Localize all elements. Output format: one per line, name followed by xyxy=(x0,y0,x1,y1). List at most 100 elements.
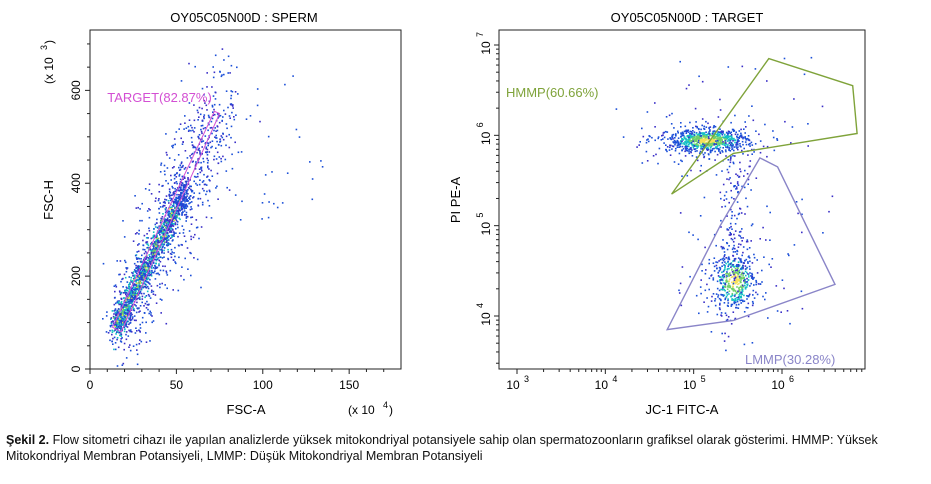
sperm-event-dot xyxy=(227,55,230,58)
sperm-event-dot xyxy=(164,265,166,268)
sperm-event-dot xyxy=(159,206,162,208)
target-event-dot xyxy=(713,135,716,137)
target-event-dot xyxy=(721,275,724,278)
target-event-dot xyxy=(678,289,680,292)
target-event-dot xyxy=(734,290,737,292)
sperm-event-dot xyxy=(221,136,224,139)
target-event-dot xyxy=(680,126,682,128)
target-event-dot xyxy=(725,150,727,153)
target-event-dot xyxy=(697,141,700,144)
sperm-event-dot xyxy=(218,156,221,158)
target-event-dot xyxy=(651,136,653,139)
sperm-event-dot xyxy=(138,275,141,277)
sperm-event-dot xyxy=(239,219,242,221)
sperm-event-dot xyxy=(208,123,210,126)
sperm-event-dot xyxy=(188,129,190,132)
sperm-event-dot xyxy=(135,264,137,267)
target-event-dot xyxy=(734,133,737,136)
sperm-event-dot xyxy=(240,151,243,153)
target-event-dot xyxy=(732,264,734,266)
target-event-dot xyxy=(743,311,746,313)
sperm-event-dot xyxy=(115,326,117,329)
target-event-dot xyxy=(721,262,724,264)
x-tick-label: 150 xyxy=(339,378,359,392)
target-event-dot xyxy=(742,277,744,280)
sperm-event-dot xyxy=(205,146,208,149)
target-event-dot xyxy=(736,187,738,190)
sperm-event-dot xyxy=(147,265,149,268)
sperm-event-dot xyxy=(169,227,171,229)
target-event-dot xyxy=(790,142,792,144)
target-event-dot xyxy=(673,161,676,163)
sperm-event-dot xyxy=(170,179,172,181)
target-event-dot xyxy=(672,141,674,143)
target-event-dot xyxy=(729,234,732,236)
svg-text:6: 6 xyxy=(475,122,485,127)
target-event-dot xyxy=(699,170,702,172)
sperm-event-dot xyxy=(145,280,148,283)
sperm-event-dot xyxy=(152,243,155,245)
target-event-dot xyxy=(715,147,717,149)
target-event-dot xyxy=(735,188,737,190)
sperm-event-dot xyxy=(209,127,212,129)
sperm-event-dot xyxy=(140,288,143,290)
y-tick-label: 0 xyxy=(69,365,83,372)
target-event-dot xyxy=(690,142,693,144)
sperm-event-dot xyxy=(149,258,151,260)
sperm-event-dot xyxy=(110,324,113,326)
target-event-dot xyxy=(701,270,703,272)
sperm-event-dot xyxy=(206,142,209,144)
sperm-event-dot xyxy=(105,315,108,317)
target-event-dot xyxy=(712,277,715,279)
target-event-dot xyxy=(737,191,739,193)
target-event-dot xyxy=(769,211,771,214)
sperm-event-dot xyxy=(130,305,133,307)
target-event-dot xyxy=(738,243,740,245)
sperm-event-dot xyxy=(158,198,160,200)
sperm-event-dot xyxy=(276,206,279,209)
sperm-event-dot xyxy=(165,195,168,197)
target-event-dot xyxy=(723,251,726,253)
target-event-dot xyxy=(646,139,648,141)
target-event-dot xyxy=(735,282,737,285)
target-event-dot xyxy=(682,134,685,137)
sperm-event-dot xyxy=(160,237,163,240)
sperm-event-dot xyxy=(148,208,150,210)
sperm-event-dot xyxy=(128,302,130,305)
sperm-event-dot xyxy=(129,313,131,315)
sperm-event-dot xyxy=(129,330,131,333)
target-event-dot xyxy=(687,143,690,146)
target-event-dot xyxy=(801,213,803,216)
sperm-event-dot xyxy=(122,306,124,309)
sperm-event-dot xyxy=(147,237,149,239)
target-event-dot xyxy=(713,233,716,236)
sperm-event-dot xyxy=(117,323,119,326)
target-event-dot xyxy=(734,297,737,300)
sperm-event-dot xyxy=(139,296,141,298)
target-event-dot xyxy=(727,316,730,318)
target-event-dot xyxy=(746,281,749,283)
target-event-dot xyxy=(732,241,735,243)
target-event-dot xyxy=(736,143,739,145)
sperm-event-dot xyxy=(140,289,143,291)
sperm-event-dot xyxy=(120,338,122,340)
sperm-event-dot xyxy=(159,230,161,233)
target-event-dot xyxy=(699,135,702,137)
sperm-event-dot xyxy=(198,192,201,195)
sperm-event-dot xyxy=(119,291,121,293)
target-event-dot xyxy=(706,297,708,299)
target-event-dot xyxy=(731,271,734,273)
target-event-dot xyxy=(703,156,705,159)
sperm-event-dot xyxy=(261,218,263,220)
target-event-dot xyxy=(668,114,671,117)
target-event-dot xyxy=(697,137,700,140)
sperm-event-dot xyxy=(189,208,192,211)
sperm-event-dot xyxy=(208,168,210,170)
sperm-event-dot xyxy=(190,223,193,225)
target-event-dot xyxy=(751,275,754,278)
sperm-event-dot xyxy=(136,297,139,300)
target-event-dot xyxy=(759,140,762,142)
sperm-event-dot xyxy=(148,183,151,185)
target-event-dot xyxy=(737,146,739,148)
sperm-event-dot xyxy=(125,323,128,325)
